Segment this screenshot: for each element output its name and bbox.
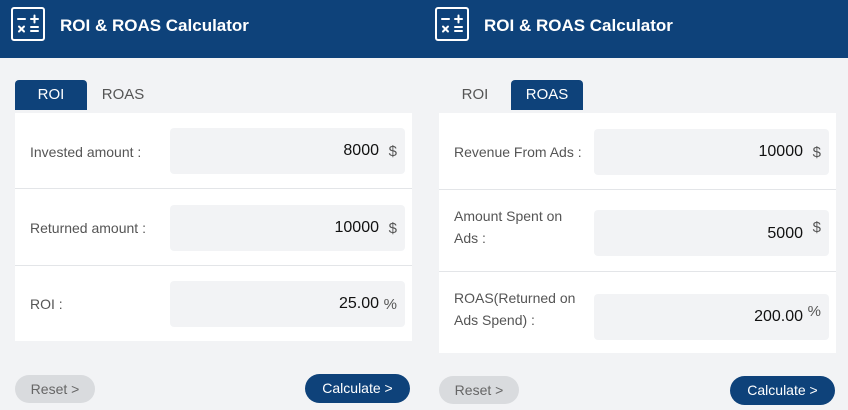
tab-roi[interactable]: ROI [15, 80, 87, 110]
roi-result-field[interactable]: 25.00 % [170, 281, 405, 327]
roas-result-field[interactable]: 200.00 % [594, 294, 829, 340]
amount-spent-value: 5000 [767, 225, 803, 242]
roas-value: 200.00 [754, 308, 803, 325]
form-row-amount-spent: Amount Spent on Ads : 5000 $ [439, 190, 836, 272]
label-line-2: Ads Spend) : [454, 312, 535, 328]
form-card: Invested amount : 8000 $ Returned amount… [15, 113, 412, 341]
label-line-1: Amount Spent on [454, 208, 563, 224]
form-row-roi: ROI : 25.00 % [15, 266, 412, 341]
amount-spent-input[interactable]: 5000 $ [594, 210, 829, 256]
roi-calculator-panel: ROI & ROAS Calculator ROI ROAS Invested … [0, 0, 424, 410]
tab-roas[interactable]: ROAS [511, 80, 583, 110]
form-row-returned: Returned amount : 10000 $ [15, 189, 412, 266]
label-line-2: Ads : [454, 230, 486, 246]
returned-amount-value: 10000 [334, 219, 380, 236]
reset-button[interactable]: Reset > [15, 375, 95, 403]
calculator-icon [435, 7, 469, 41]
percent-unit: % [807, 303, 821, 320]
tab-roi[interactable]: ROI [461, 86, 489, 103]
roi-label: ROI : [30, 296, 63, 312]
invested-amount-label: Invested amount : [30, 144, 142, 160]
returned-amount-input[interactable]: 10000 $ [170, 205, 405, 251]
dollar-unit: $ [812, 144, 821, 161]
calculator-header: ROI & ROAS Calculator [0, 0, 424, 58]
roas-calculator-panel: ROI & ROAS Calculator ROI ROAS Revenue F… [424, 0, 848, 410]
returned-amount-label: Returned amount : [30, 220, 146, 236]
header-title: ROI & ROAS Calculator [60, 16, 249, 35]
calculator-header: ROI & ROAS Calculator [424, 0, 848, 58]
invested-amount-value: 8000 [343, 142, 379, 159]
invested-amount-input[interactable]: 8000 $ [170, 128, 405, 174]
revenue-from-ads-value: 10000 [758, 143, 804, 160]
form-card: Revenue From Ads : 10000 $ Amount Spent … [439, 113, 836, 353]
dollar-unit: $ [388, 220, 397, 237]
roi-value: 25.00 [338, 295, 379, 312]
label-line-1: ROAS(Returned on [454, 290, 576, 306]
reset-button[interactable]: Reset > [439, 376, 519, 404]
revenue-from-ads-input[interactable]: 10000 $ [594, 129, 829, 175]
form-row-invested: Invested amount : 8000 $ [15, 113, 412, 189]
roas-label: ROAS(Returned on Ads Spend) : [454, 287, 575, 331]
calculator-icon [11, 7, 45, 41]
amount-spent-label: Amount Spent on Ads : [454, 205, 562, 249]
revenue-from-ads-label: Revenue From Ads : [454, 144, 582, 160]
form-row-roas: ROAS(Returned on Ads Spend) : 200.00 % [439, 272, 836, 353]
percent-unit: % [383, 296, 397, 313]
calculate-button[interactable]: Calculate > [730, 376, 835, 405]
header-title: ROI & ROAS Calculator [484, 16, 673, 35]
form-row-revenue: Revenue From Ads : 10000 $ [439, 113, 836, 190]
tab-roas[interactable]: ROAS [101, 86, 145, 103]
calculate-button[interactable]: Calculate > [305, 374, 410, 403]
dollar-unit: $ [388, 143, 397, 160]
dollar-unit: $ [812, 219, 821, 236]
